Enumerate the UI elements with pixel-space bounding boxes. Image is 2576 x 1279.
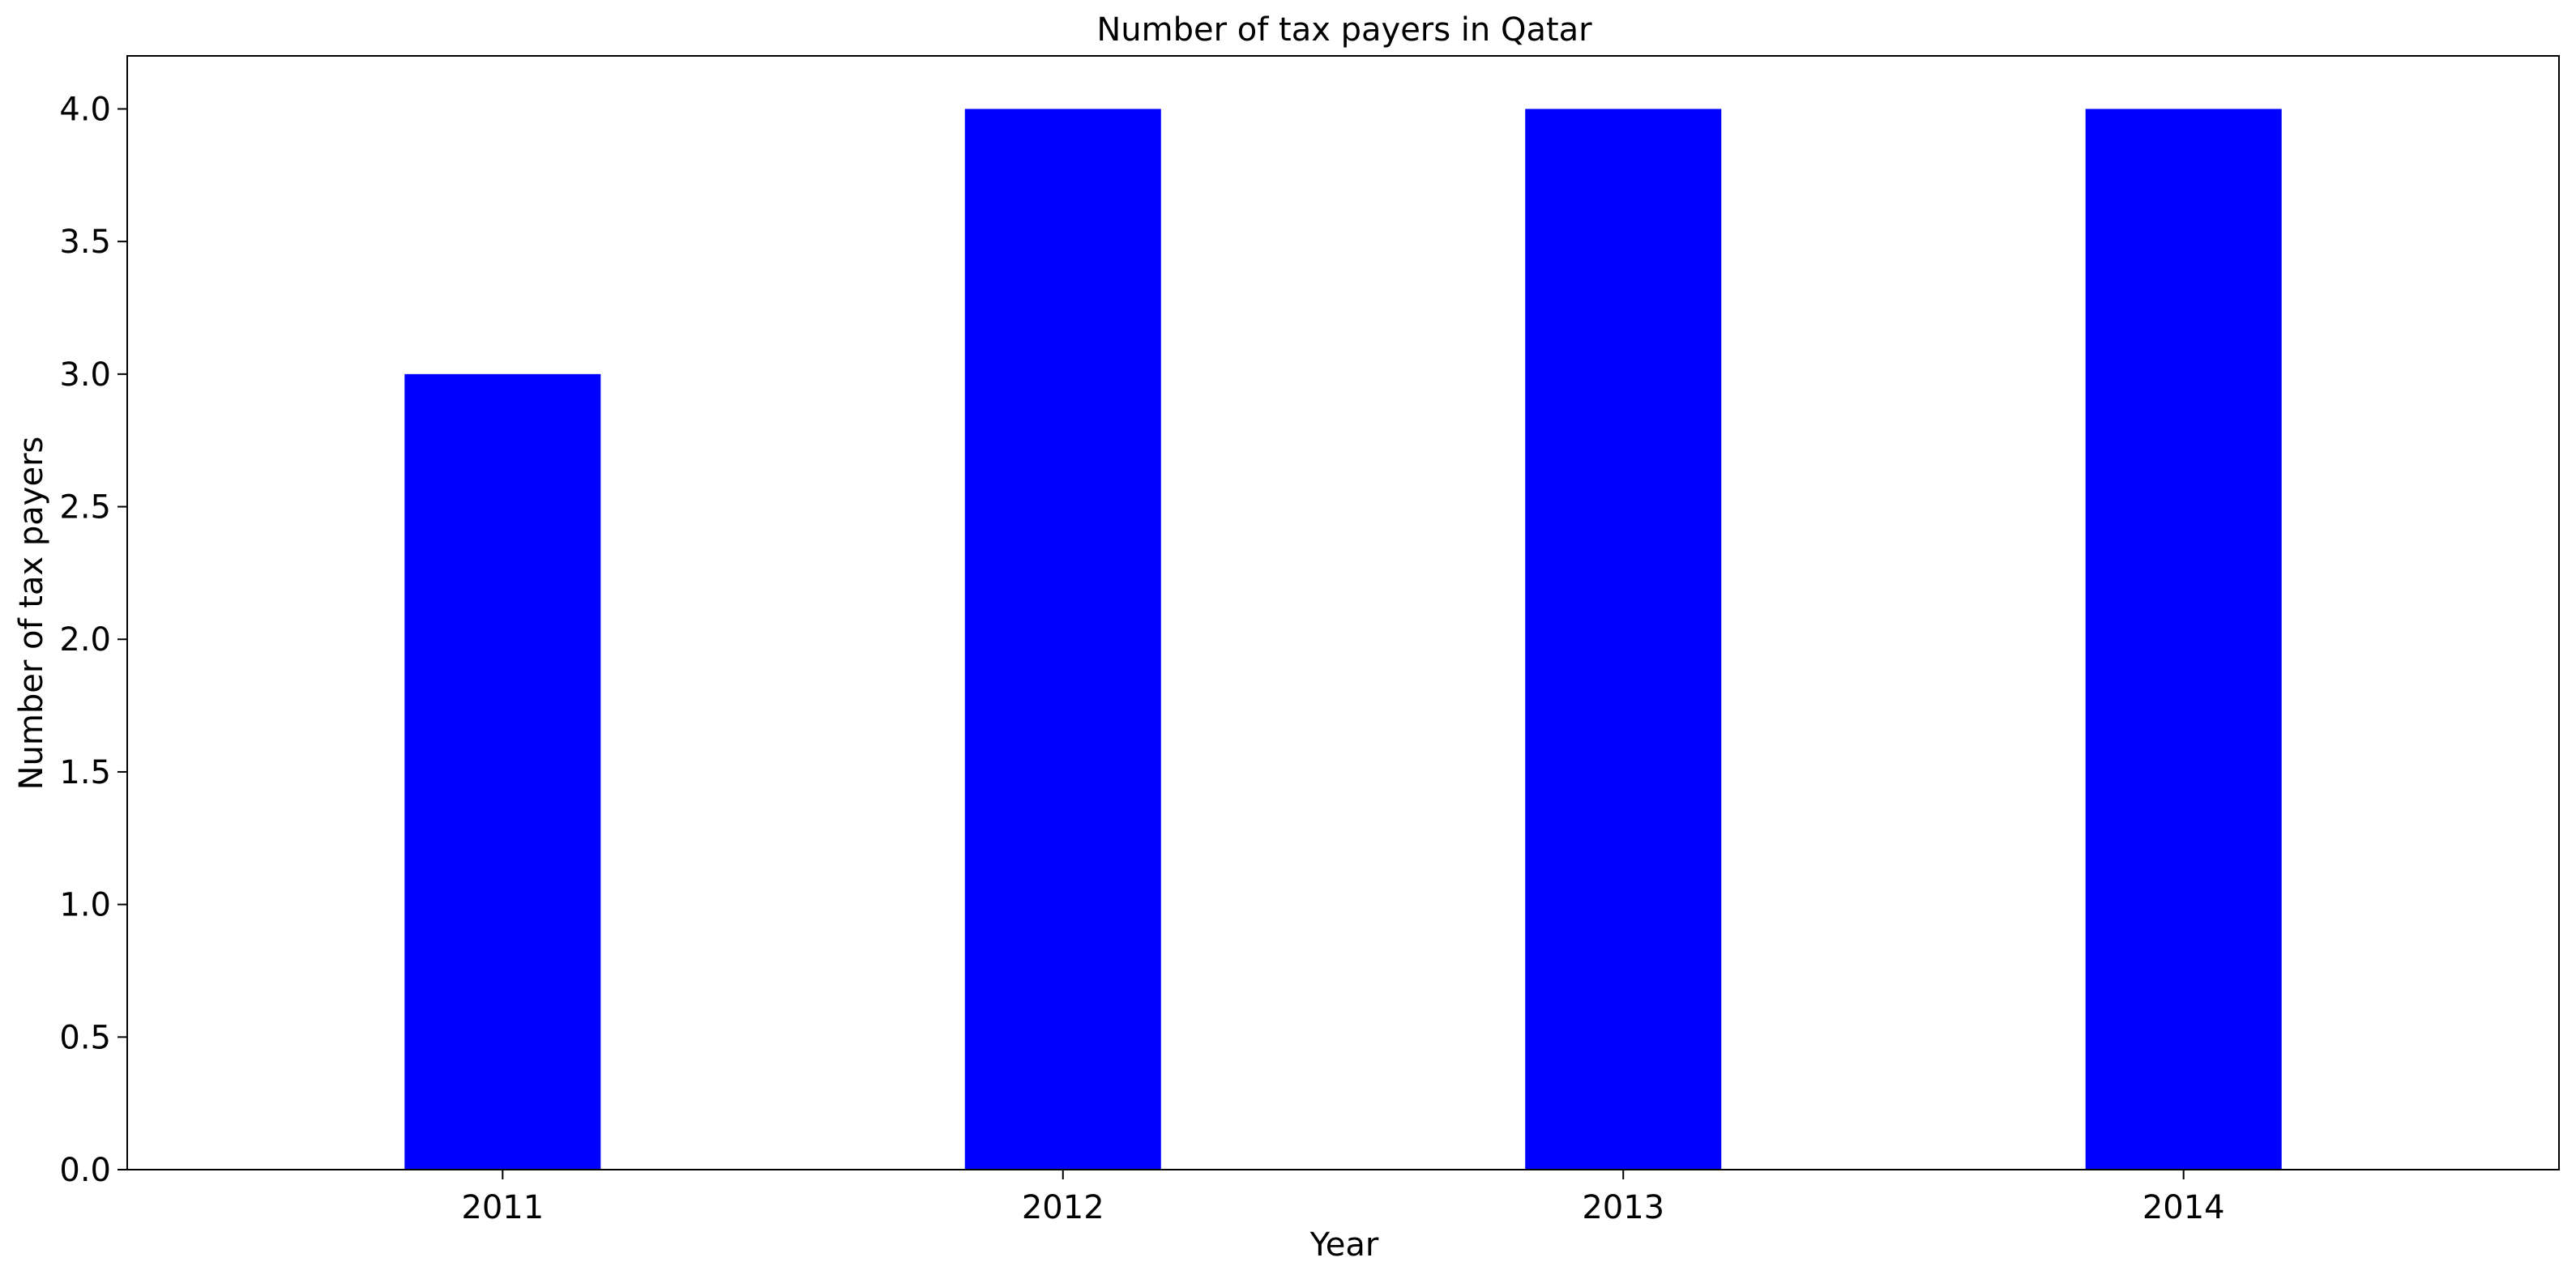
- bar-2013: [1525, 109, 1722, 1170]
- x-tick-label: 2013: [1582, 1189, 1664, 1226]
- bars-group: [404, 109, 2282, 1170]
- y-tick-label: 1.0: [59, 887, 111, 924]
- y-tick-label: 3.0: [59, 356, 111, 394]
- x-tick-label: 2011: [461, 1189, 544, 1226]
- chart-title: Number of tax payers in Qatar: [1096, 11, 1592, 49]
- y-tick-label: 0.0: [59, 1152, 111, 1189]
- y-tick-label: 3.5: [59, 224, 111, 261]
- x-axis-ticks: 2011 2012 2013 2014: [461, 1170, 2225, 1226]
- bar-2011: [404, 373, 601, 1170]
- x-tick-label: 2014: [2142, 1189, 2225, 1226]
- y-tick-label: 2.5: [59, 489, 111, 527]
- x-tick-label: 2012: [1022, 1189, 1104, 1226]
- bar-2012: [964, 109, 1161, 1170]
- y-axis-ticks: 0.0 0.5 1.0 1.5 2.0 2.5 3.0 3.5 4.0: [59, 91, 127, 1189]
- y-tick-label: 0.5: [59, 1019, 111, 1056]
- x-axis-label: Year: [1309, 1226, 1379, 1264]
- y-tick-label: 2.0: [59, 621, 111, 659]
- bar-2014: [2085, 109, 2282, 1170]
- y-tick-label: 4.0: [59, 91, 111, 128]
- y-tick-label: 1.5: [59, 754, 111, 791]
- plot-area-frame: [126, 55, 2560, 1170]
- y-axis-label: Number of tax payers: [13, 437, 50, 791]
